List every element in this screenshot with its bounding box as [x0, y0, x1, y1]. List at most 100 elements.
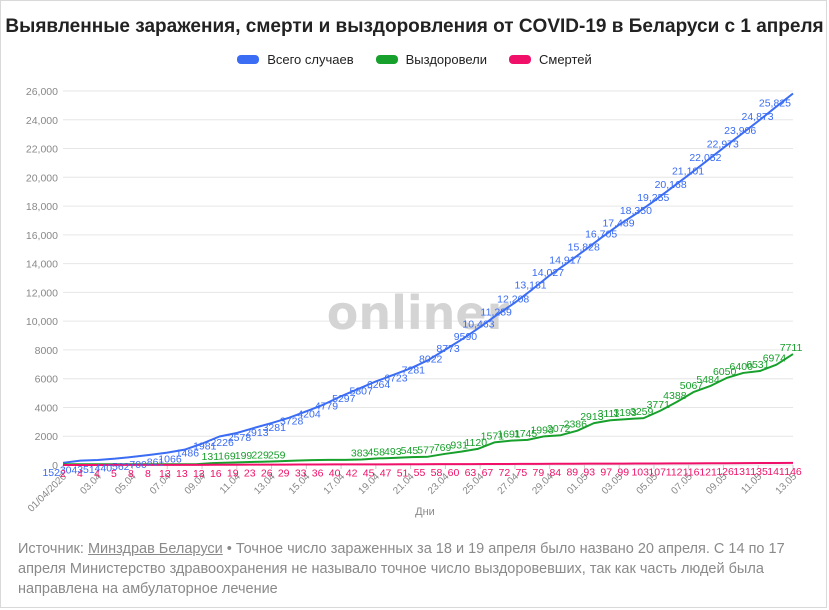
data-label-deaths: 16 [210, 468, 222, 480]
data-label-deaths: 112 [666, 466, 683, 478]
data-label-deaths: 40 [329, 467, 341, 479]
data-label-cases: 13,181 [515, 279, 547, 291]
data-label-cases: 304 [60, 465, 78, 477]
data-label-cases: 14,917 [549, 254, 581, 266]
data-label-cases: 4204 [297, 409, 321, 421]
data-label-deaths: 47 [380, 467, 392, 479]
data-label-deaths: 26 [261, 468, 273, 480]
data-label-cases: 4779 [315, 400, 339, 412]
data-label-recovered: 545 [401, 445, 419, 457]
source-note: Источник: Минздрав Беларуси • Точное чис… [18, 539, 808, 599]
y-tick-label: 20,000 [26, 172, 58, 184]
data-label-cases: 3281 [263, 422, 287, 434]
y-tick-label: 4000 [35, 402, 59, 414]
data-label-recovered: 1691 [497, 429, 521, 441]
y-tick-label: 22,000 [26, 144, 58, 156]
legend-item-cases[interactable]: Всего случаев [237, 52, 354, 67]
y-tick-label: 26,000 [26, 86, 58, 98]
legend-label-recovered: Выздоровели [405, 52, 487, 67]
data-label-cases: 17,489 [602, 217, 634, 229]
data-label-deaths: 135 [750, 466, 768, 478]
source-link[interactable]: Минздрав Беларуси [87, 541, 223, 557]
data-label-deaths: 4 [94, 468, 100, 480]
data-label-recovered: 3259 [630, 406, 654, 418]
data-label-cases: 861 [147, 457, 165, 469]
y-tick-label: 14,000 [26, 259, 58, 271]
data-label-recovered: 769 [434, 442, 452, 454]
data-label-cases: 6723 [384, 372, 408, 384]
data-label-recovered: 5067 [680, 380, 704, 392]
data-label-cases: 20,168 [655, 179, 687, 191]
y-axis-ticks: 0 2000 4000 6000 8000 10,000 12,000 14,000 16,00… [26, 86, 58, 472]
y-tick-label: 8000 [35, 345, 59, 357]
legend-item-recovered[interactable]: Выздоровели [375, 52, 487, 67]
data-label-cases: 1486 [176, 448, 200, 460]
data-label-deaths: 121 [699, 466, 717, 478]
data-label-deaths: 63 [465, 467, 477, 479]
data-label-deaths: 60 [448, 467, 460, 479]
y-tick-label: 6000 [35, 374, 59, 386]
x-axis-title: Дни [415, 506, 435, 518]
data-label-deaths: 93 [583, 467, 595, 479]
data-label-recovered: 1745 [514, 428, 538, 440]
data-label-deaths: 13 [193, 468, 205, 480]
data-label-deaths: 72 [499, 467, 511, 479]
data-label-cases: 15,828 [568, 241, 600, 253]
data-label-cases: 12,208 [497, 293, 529, 305]
data-label-cases: 25,825 [759, 98, 791, 110]
data-label-cases: 3728 [280, 415, 304, 427]
data-label-cases: 21,101 [672, 165, 704, 177]
data-label-cases: 22,052 [689, 152, 721, 164]
y-tick-label: 0 [52, 460, 58, 472]
data-label-recovered: 6974 [763, 353, 787, 365]
y-tick-label: 10,000 [26, 316, 58, 328]
data-label-deaths: 4 [77, 468, 83, 480]
legend-label-cases: Всего случаев [267, 52, 354, 67]
y-tick-label: 18,000 [26, 201, 58, 213]
data-label-recovered: 458 [367, 446, 385, 458]
data-label-deaths: 89 [566, 467, 578, 479]
data-label-deaths: 75 [516, 467, 528, 479]
data-label-cases: 8022 [419, 354, 443, 366]
data-label-cases: 24,873 [741, 111, 773, 123]
series-line-deaths [62, 461, 794, 466]
data-label-recovered: 3771 [647, 399, 671, 411]
data-label-deaths: 36 [312, 467, 324, 479]
data-label-deaths: 42 [346, 467, 358, 479]
data-label-cases: 22,973 [707, 139, 739, 151]
data-label-deaths: 99 [617, 467, 629, 479]
y-tick-label: 2000 [35, 431, 59, 443]
data-label-cases: 1981 [193, 441, 217, 453]
data-label-cases: 5807 [349, 385, 373, 397]
data-label-cases: 14,027 [532, 267, 564, 279]
data-label-cases: 7281 [402, 364, 426, 376]
data-label-cases: 152 [42, 467, 60, 479]
line-chart: 0 2000 4000 6000 8000 10,000 12,000 14,000 16,00… [26, 86, 803, 518]
legend-item-deaths[interactable]: Смертей [509, 52, 592, 67]
data-label-deaths: 19 [227, 468, 239, 480]
data-label-recovered: 383 [351, 447, 369, 459]
legend-swatch-recovered [375, 55, 398, 64]
data-label-deaths: 58 [431, 467, 443, 479]
data-labels: 152 304 351 440 562 700 8611066148619812226257… [42, 98, 802, 480]
data-label-deaths: 8 [145, 468, 151, 480]
data-label-cases: 351 [77, 464, 95, 476]
data-label-deaths: 97 [600, 467, 612, 479]
x-tick-label: 05.04 [113, 471, 139, 497]
data-label-deaths: 103 [631, 467, 649, 479]
data-label-recovered: 131 [202, 451, 220, 463]
data-label-cases: 8773 [436, 343, 460, 355]
data-label-cases: 19,255 [637, 192, 669, 204]
data-label-recovered: 2913 [580, 411, 604, 423]
data-label-cases: 6264 [367, 379, 391, 391]
data-label-deaths: 5 [111, 468, 117, 480]
data-label-recovered: 3193 [613, 407, 637, 419]
y-tick-label: 12,000 [26, 287, 58, 299]
y-tick-label: 24,000 [26, 115, 58, 127]
data-label-cases: 5297 [332, 393, 356, 405]
data-label-recovered: 931 [450, 440, 468, 452]
data-label-recovered: 6050 [713, 366, 737, 378]
source-prefix: Источник: [18, 541, 88, 557]
grid-lines [63, 90, 793, 466]
data-label-deaths: 67 [482, 467, 494, 479]
